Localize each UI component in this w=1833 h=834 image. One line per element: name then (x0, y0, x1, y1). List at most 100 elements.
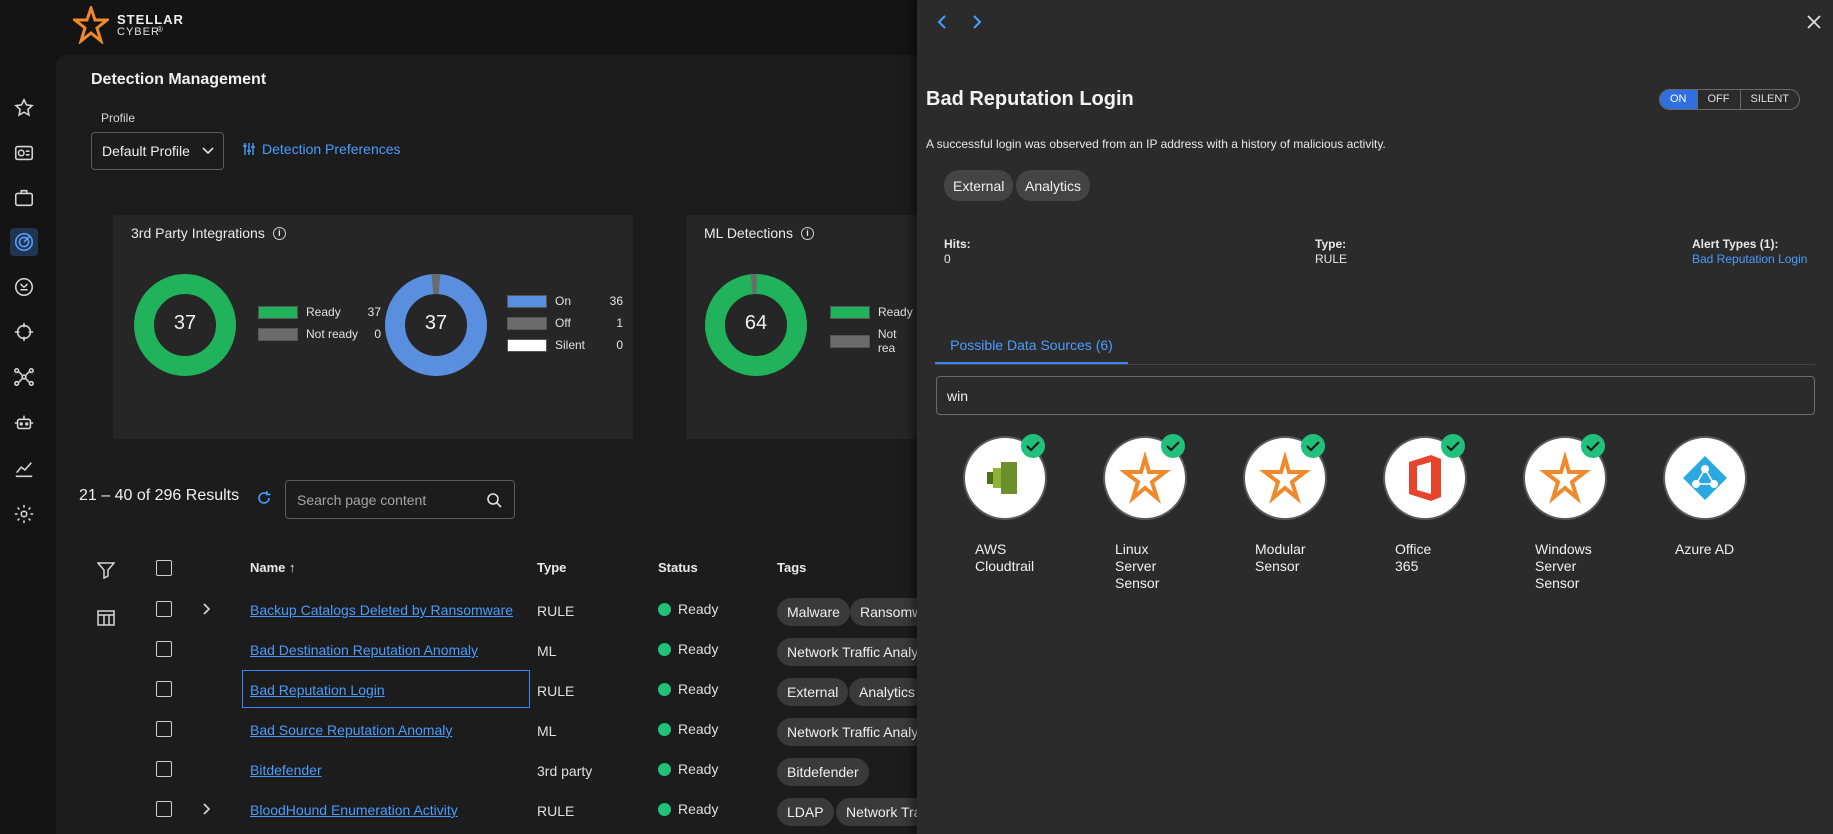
row-tag: LDAP (777, 798, 834, 826)
select-all-checkbox[interactable] (156, 560, 172, 576)
row-name-link[interactable]: Backup Catalogs Deleted by Ransomware (250, 602, 514, 618)
row-name-link[interactable]: Bitdefender (250, 762, 322, 778)
detections-radar-icon[interactable] (10, 228, 38, 256)
row-status: Ready (658, 601, 718, 617)
column-header-name-label: Name (250, 560, 286, 575)
row-name-link[interactable]: BloodHound Enumeration Activity (250, 802, 458, 818)
row-name-link[interactable]: Bad Destination Reputation Anomaly (250, 642, 479, 658)
threat-hunting-brain-icon[interactable] (10, 273, 38, 301)
status-dot (658, 762, 671, 776)
label-line: Windows (1535, 541, 1592, 557)
row-status: Ready (658, 641, 718, 657)
check-icon (1441, 434, 1465, 458)
label-line: Server (1115, 558, 1157, 574)
legend-label: Silent (555, 338, 586, 352)
columns-icon[interactable] (97, 610, 115, 626)
ml-panel-title: ML Detections i (704, 225, 814, 241)
detection-description: A successful login was observed from an … (926, 137, 1386, 151)
search-icon[interactable] (486, 492, 502, 508)
info-icon[interactable]: i (800, 226, 814, 240)
legend-on: On (507, 294, 571, 308)
ml-detections-panel: ML Detections i 64 Ready Not rea (686, 215, 917, 439)
ml-title-text: ML Detections (704, 225, 793, 241)
column-header-name[interactable]: Name ↑ (250, 560, 296, 575)
check-icon (1161, 434, 1185, 458)
state-toggle[interactable]: ON OFF SILENT (1659, 89, 1801, 110)
reports-chart-icon[interactable] (10, 455, 38, 483)
stellar-logo-icon (73, 6, 109, 44)
row-tag: Network Traffic Analy (777, 638, 929, 666)
next-chevron-icon[interactable] (970, 14, 984, 30)
check-icon (1581, 434, 1605, 458)
status-dot (658, 682, 671, 696)
chevron-right-icon[interactable] (200, 602, 214, 616)
row-checkbox[interactable] (156, 641, 172, 657)
ml-readiness-total: 64 (744, 312, 768, 334)
legend-off: Off (507, 316, 571, 330)
row-checkbox[interactable] (156, 681, 172, 697)
chevron-right-icon[interactable] (200, 802, 214, 816)
tab-possible-data-sources[interactable]: Possible Data Sources (6) (935, 337, 1128, 364)
column-header-type[interactable]: Type (537, 560, 567, 575)
close-icon[interactable] (1807, 15, 1821, 29)
toggle-off-option[interactable]: OFF (1698, 90, 1741, 109)
legend-value: 0 (616, 338, 623, 352)
settings-gear-icon[interactable] (10, 500, 38, 528)
row-type: RULE (537, 683, 575, 699)
third-party-panel-title: 3rd Party Integrations i (131, 225, 286, 241)
legend-swatch (258, 327, 298, 341)
third-party-state-total: 37 (424, 312, 448, 334)
toggle-silent-option[interactable]: SILENT (1750, 93, 1790, 105)
alert-types-link[interactable]: Bad Reputation Login (1692, 252, 1808, 266)
row-tag: Network Traffic Analy (777, 718, 929, 746)
row-status: Ready (658, 761, 718, 777)
row-name-link[interactable]: Bad Reputation Login (250, 682, 385, 698)
favorites-star-icon[interactable] (10, 94, 38, 122)
data-source-label: Azure AD (1675, 541, 1755, 558)
detection-preferences-link[interactable]: Detection Preferences (242, 141, 401, 157)
dashboard-icon[interactable] (10, 139, 38, 167)
row-status-label: Ready (678, 721, 719, 737)
network-graph-icon[interactable] (10, 363, 38, 391)
profile-label: Profile (101, 111, 136, 125)
legend-swatch (830, 334, 870, 348)
filter-icon[interactable] (97, 561, 115, 579)
legend-swatch (830, 305, 870, 319)
azure-ad-icon (1663, 436, 1747, 520)
search-placeholder: Search page content (297, 492, 427, 508)
info-icon[interactable]: i (272, 226, 286, 240)
row-checkbox[interactable] (156, 761, 172, 777)
cases-briefcase-icon[interactable] (10, 184, 38, 212)
automation-robot-icon[interactable] (10, 409, 38, 437)
check-icon (1301, 434, 1325, 458)
legend-ready: Ready (830, 305, 913, 319)
data-source-filter-input[interactable]: win (936, 376, 1815, 415)
row-status-label: Ready (678, 601, 719, 617)
legend-ready: Ready (258, 305, 341, 319)
legend-label: Not ready (306, 327, 359, 341)
label-line: Sensor (1115, 575, 1160, 591)
toggle-on-option[interactable]: ON (1660, 90, 1698, 109)
label-line: Cloudtrail (975, 558, 1035, 574)
stellar-cyber-logo[interactable]: STELLAR CYBER ® (73, 6, 193, 44)
column-header-tags[interactable]: Tags (777, 560, 807, 575)
profile-select[interactable]: Default Profile (91, 132, 224, 170)
row-type: ML (537, 723, 557, 739)
row-checkbox[interactable] (156, 721, 172, 737)
previous-chevron-icon[interactable] (935, 14, 949, 30)
row-checkbox[interactable] (156, 801, 172, 817)
label-line: Linux (1115, 541, 1149, 557)
legend-value: 1 (616, 316, 623, 330)
row-tag: Malware (777, 598, 850, 626)
column-header-status[interactable]: Status (658, 560, 698, 575)
legend-label: Ready (878, 305, 913, 319)
row-name-link[interactable]: Bad Source Reputation Anomaly (250, 722, 453, 738)
search-page-input[interactable]: Search page content (285, 480, 515, 519)
detection-title: Bad Reputation Login (926, 88, 1134, 110)
row-tag: Network Tra (836, 798, 932, 826)
row-checkbox[interactable] (156, 601, 172, 617)
crosshair-target-icon[interactable] (10, 318, 38, 346)
legend-not-ready: Not ready (258, 327, 358, 341)
refresh-icon[interactable] (256, 490, 272, 506)
row-status-label: Ready (678, 761, 719, 777)
